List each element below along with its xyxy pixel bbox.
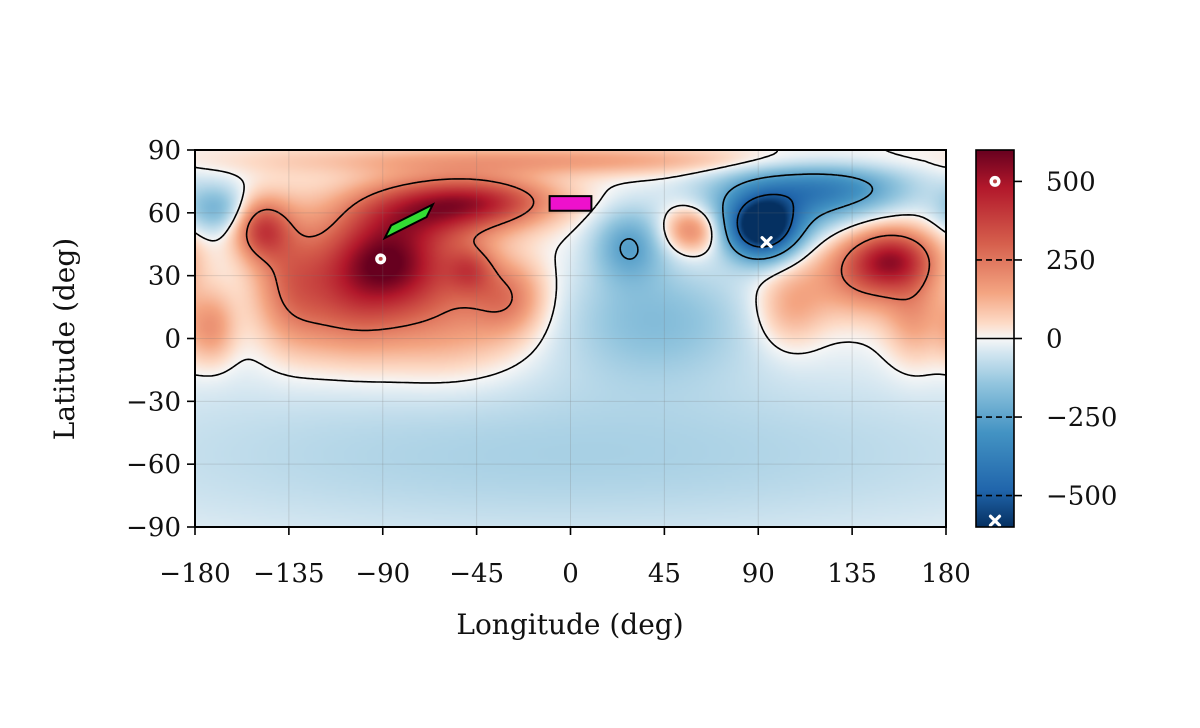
x-tick-label: 180	[921, 559, 971, 589]
x-axis: −180 −135 −90 −45 0 45 90 135 180	[159, 527, 971, 589]
minimum-marker	[760, 236, 773, 249]
x-tick-label: −135	[253, 559, 324, 589]
contour-line-minus250	[619, 173, 874, 260]
magenta-box	[548, 195, 593, 212]
y-tick-label: −30	[126, 387, 181, 417]
colorbar-tick-label: −250	[1046, 403, 1117, 433]
y-axis-label: Latitude (deg)	[48, 238, 81, 440]
contour-lines	[195, 150, 946, 384]
x-tick-label: 0	[562, 559, 579, 589]
y-tick-label: 0	[164, 325, 181, 355]
contour-line-minus500	[736, 193, 795, 248]
x-tick-label: −180	[159, 559, 230, 589]
x-tick-label: −45	[449, 559, 504, 589]
y-tick-label: −90	[126, 513, 181, 543]
colorbar-minimum-marker	[988, 514, 1002, 527]
x-tick-label: 45	[648, 559, 681, 589]
contour-line-0	[195, 150, 946, 384]
x-tick-label: 135	[827, 559, 877, 589]
maximum-marker	[375, 253, 387, 265]
colorbar-contour-lines	[976, 259, 1014, 497]
region-boxes	[382, 195, 593, 241]
y-tick-label: 60	[148, 199, 181, 229]
contour-line-250	[245, 178, 931, 332]
y-tick-label: −60	[126, 450, 181, 480]
x-tick-label: 90	[742, 559, 775, 589]
x-axis-label: Longitude (deg)	[456, 608, 683, 641]
colorbar-tick-label: 0	[1046, 325, 1063, 355]
green-box	[382, 202, 436, 241]
colorbar: 500 250 0 −250 −500	[975, 149, 1117, 528]
y-tick-label: 30	[148, 262, 181, 292]
colorbar-maximum-marker	[989, 175, 1001, 187]
heatmap-field	[195, 150, 946, 527]
x-tick-label: −90	[355, 559, 410, 589]
plot-area	[194, 149, 947, 528]
colorbar-tick-label: 250	[1046, 246, 1096, 276]
colorbar-tick-label: −500	[1046, 482, 1117, 512]
colorbar-ticks: 500 250 0 −250 −500	[1014, 167, 1117, 512]
y-tick-label: 90	[148, 136, 181, 166]
extreme-markers	[375, 236, 773, 265]
colorbar-tick-label: 500	[1046, 167, 1096, 197]
colorbar-markers	[988, 175, 1002, 527]
y-axis: 90 60 30 0 −30 −60 −90	[126, 136, 195, 543]
